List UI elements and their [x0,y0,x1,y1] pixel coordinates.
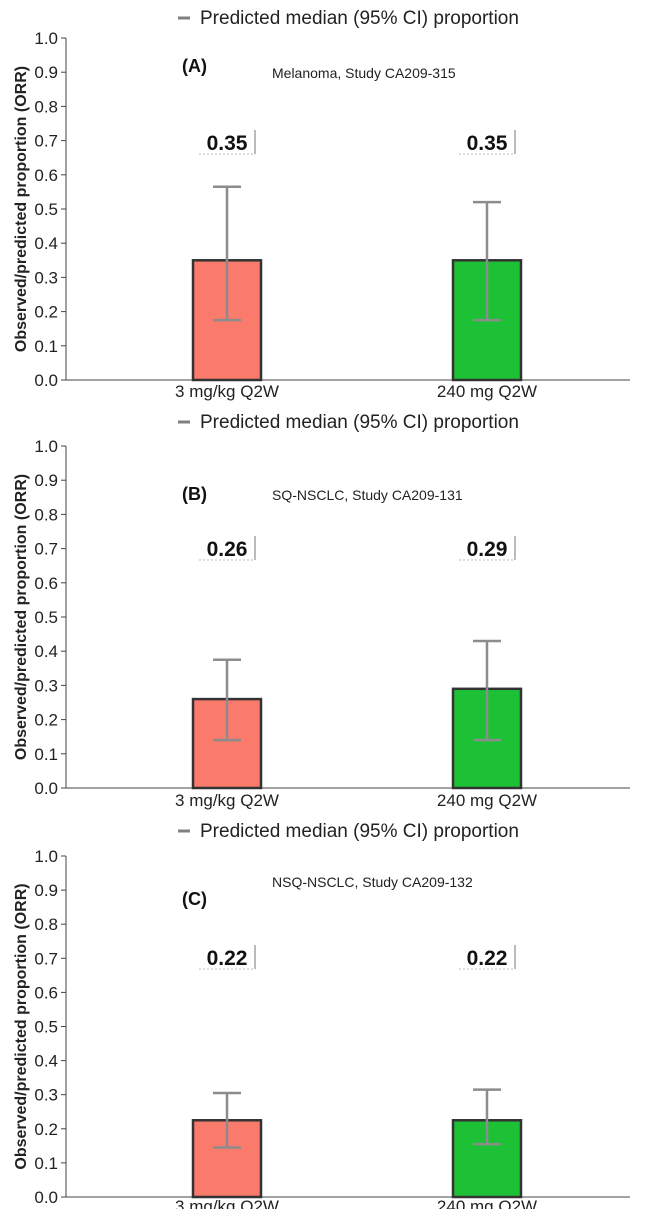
y-tick-label: 0.1 [34,1154,58,1173]
data-label: 0.29 [459,536,516,561]
y-tick-label: 0.3 [34,1086,58,1105]
error-bar [213,1091,241,1149]
legend-label: Predicted median (95% CI) proportion [200,8,519,29]
data-label-text: 0.22 [467,947,508,970]
y-axis-label: Observed/predicted proportion (ORR) [13,883,30,1169]
data-label: 0.35 [199,130,256,155]
x-tick-label: 3 mg/kg Q2W [175,1197,279,1209]
error-bar [473,200,501,322]
y-tick-label: 0.8 [34,915,58,934]
chart-subtitle: SQ-NSCLC, Study CA209-131 [272,487,463,503]
data-label: 0.26 [199,536,256,561]
y-tick-label: 0.4 [34,234,58,253]
data-label-text: 0.22 [207,947,248,970]
y-tick-label: 0.8 [34,505,58,524]
y-tick-label: 0.6 [34,574,58,593]
error-bar [213,658,241,742]
y-tick-label: 0.4 [34,1052,58,1071]
y-tick-label: 1.0 [34,847,58,866]
chart-panel-3: Predicted median (95% CI) proportion 0.0 0… [13,821,630,1209]
y-axis-label: Observed/predicted proportion (ORR) [13,66,30,352]
y-tick-label: 0.3 [34,268,58,287]
panel-label: (C) [182,889,207,909]
y-tick-label: 0.7 [34,540,58,559]
y-tick-label: 0.7 [34,132,58,151]
y-tick-label: 0.6 [34,166,58,185]
y-tick-label: 0.9 [34,881,58,900]
chart-panel-1: Predicted median (95% CI) proportion 0.0 0… [13,8,630,401]
error-bar [473,639,501,742]
y-tick-label: 0.5 [34,1018,58,1037]
x-tick-label: 240 mg Q2W [437,382,537,401]
panel-label: (A) [182,56,207,76]
y-tick-label: 0.0 [34,779,58,798]
y-tick-label: 1.0 [34,437,58,456]
y-tick-label: 0.6 [34,983,58,1002]
error-bar [213,185,241,322]
legend: Predicted median (95% CI) proportion [178,412,519,433]
x-tick-label: 240 mg Q2W [437,1197,537,1209]
x-tick-label: 240 mg Q2W [437,791,537,810]
data-label-text: 0.35 [207,132,248,155]
legend: Predicted median (95% CI) proportion [178,8,519,29]
data-label-text: 0.26 [207,538,248,561]
y-tick-label: 0.3 [34,676,58,695]
data-label-text: 0.29 [467,538,508,561]
error-bar [473,1088,501,1146]
y-tick-label: 0.0 [34,371,58,390]
y-tick-label: 0.7 [34,949,58,968]
legend: Predicted median (95% CI) proportion [178,821,519,842]
data-label: 0.35 [459,130,516,155]
y-axis-label: Observed/predicted proportion (ORR) [13,474,30,760]
y-tick-label: 0.1 [34,337,58,356]
chart-panel-2: Predicted median (95% CI) proportion 0.0 0… [13,412,630,810]
data-label-text: 0.35 [467,132,508,155]
y-tick-label: 0.0 [34,1188,58,1207]
y-tick-label: 0.9 [34,63,58,82]
y-tick-label: 1.0 [34,29,58,48]
chart-subtitle: Melanoma, Study CA209-315 [272,65,456,81]
y-tick-label: 0.8 [34,97,58,116]
x-tick-label: 3 mg/kg Q2W [175,791,279,810]
data-label: 0.22 [199,945,256,970]
y-tick-label: 0.4 [34,642,58,661]
y-tick-label: 0.2 [34,303,58,322]
legend-label: Predicted median (95% CI) proportion [200,821,519,842]
y-tick-label: 0.9 [34,471,58,490]
y-tick-label: 0.2 [34,1120,58,1139]
x-tick-label: 3 mg/kg Q2W [175,382,279,401]
chart-subtitle: NSQ-NSCLC, Study CA209-132 [272,874,473,890]
panel-label: (B) [182,484,207,504]
data-label: 0.22 [459,945,516,970]
y-tick-label: 0.5 [34,200,58,219]
legend-label: Predicted median (95% CI) proportion [200,412,519,433]
y-tick-label: 0.5 [34,608,58,627]
y-tick-label: 0.2 [34,711,58,730]
y-tick-label: 0.1 [34,745,58,764]
